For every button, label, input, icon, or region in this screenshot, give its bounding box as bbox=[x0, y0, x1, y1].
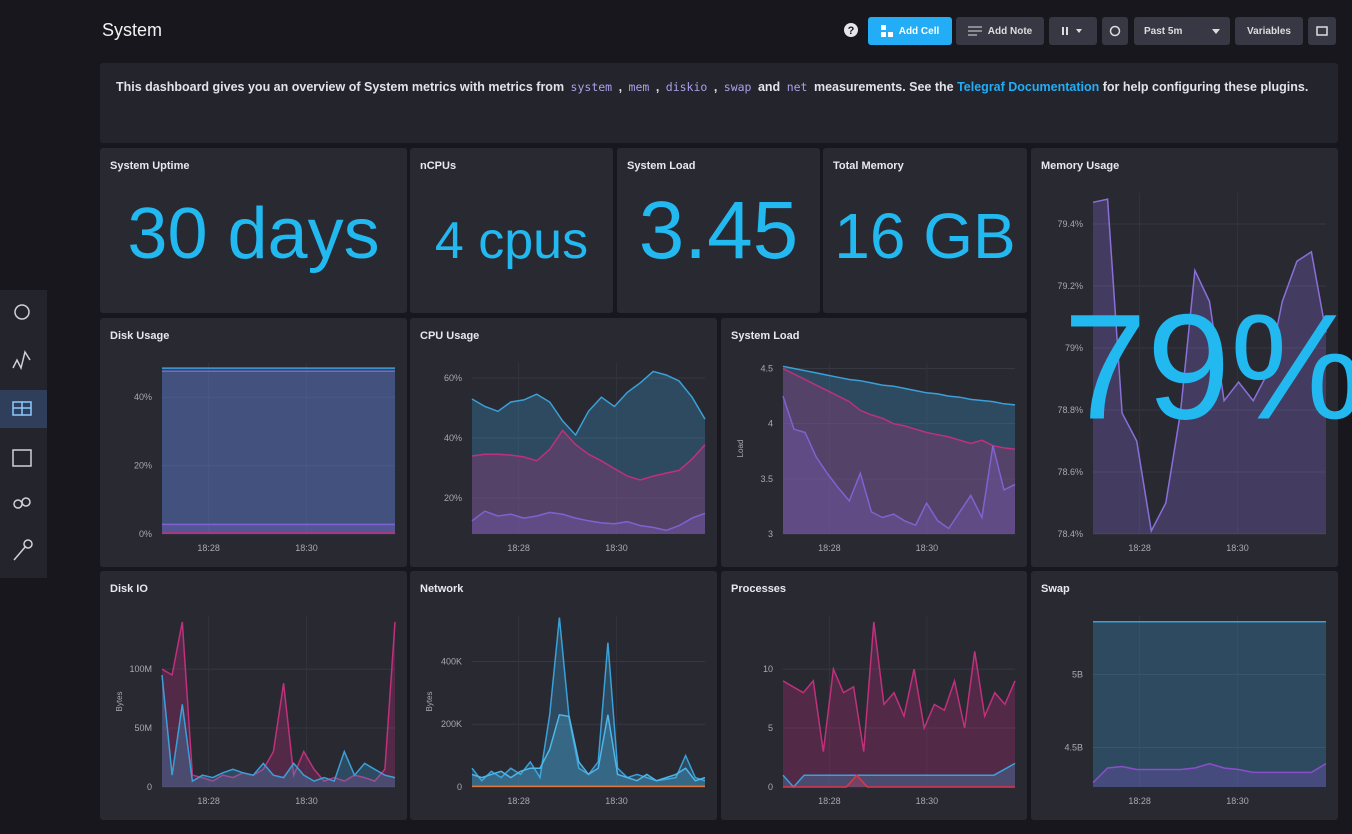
panel-title: Disk IO bbox=[110, 583, 148, 595]
panel-title: System Load bbox=[627, 160, 695, 172]
y-tick-label: 40% bbox=[444, 433, 462, 443]
stat-value: 16 GB bbox=[834, 200, 1015, 272]
stat-overlay: 79% bbox=[1063, 283, 1352, 451]
panel-title: Network bbox=[420, 583, 464, 595]
x-tick-label: 18:30 bbox=[295, 796, 318, 806]
x-tick-label: 18:30 bbox=[916, 543, 939, 553]
x-tick-label: 18:30 bbox=[916, 796, 939, 806]
y-tick-label: 0% bbox=[139, 529, 152, 539]
x-tick-label: 18:28 bbox=[1128, 796, 1151, 806]
x-tick-label: 18:28 bbox=[818, 543, 841, 553]
stat-value: 3.45 bbox=[639, 185, 799, 276]
panel: Total Memory 16 GB bbox=[823, 148, 1027, 313]
y-tick-label: 0 bbox=[457, 782, 462, 792]
y-tick-label: 40% bbox=[134, 392, 152, 402]
panel: Disk Usage 0% 20% 40% 18:28 18:30 bbox=[100, 318, 407, 567]
y-tick-label: 400K bbox=[441, 656, 462, 666]
panel: System Load 3.45 bbox=[617, 148, 820, 313]
y-tick-label: 0 bbox=[768, 782, 773, 792]
panel: System Uptime 30 days bbox=[100, 148, 407, 313]
panel-title: Swap bbox=[1041, 583, 1070, 595]
y-tick-label: 4.5B bbox=[1064, 743, 1083, 753]
x-tick-label: 18:30 bbox=[605, 543, 628, 553]
panel: Network 0 200K 400K 18:28 18:30 Bytes bbox=[410, 571, 717, 820]
y-tick-label: 60% bbox=[444, 373, 462, 383]
x-tick-label: 18:28 bbox=[507, 543, 530, 553]
y-axis-label: Load bbox=[736, 440, 745, 458]
x-tick-label: 18:28 bbox=[197, 796, 220, 806]
panel-title: System Load bbox=[731, 330, 799, 342]
panel-title: Memory Usage bbox=[1041, 160, 1119, 172]
panel-title: Processes bbox=[731, 583, 786, 595]
panel: Swap 4.5B 5B 18:28 18:30 bbox=[1031, 571, 1338, 820]
x-tick-label: 18:28 bbox=[197, 543, 220, 553]
y-tick-label: 50M bbox=[134, 723, 152, 733]
y-tick-label: 4.5 bbox=[760, 364, 773, 374]
y-tick-label: 20% bbox=[134, 461, 152, 471]
y-tick-label: 3.5 bbox=[760, 474, 773, 484]
y-axis-label: Bytes bbox=[115, 691, 124, 711]
series-area bbox=[162, 371, 395, 534]
y-tick-label: 10 bbox=[763, 664, 773, 674]
x-tick-label: 18:28 bbox=[507, 796, 530, 806]
y-tick-label: 200K bbox=[441, 719, 462, 729]
panel: nCPUs 4 cpus bbox=[410, 148, 613, 313]
y-tick-label: 20% bbox=[444, 493, 462, 503]
y-tick-label: 78.6% bbox=[1057, 467, 1083, 477]
panel: Processes 0 5 10 18:28 18:30 bbox=[721, 571, 1027, 820]
y-tick-label: 4 bbox=[768, 419, 773, 429]
x-tick-label: 18:28 bbox=[818, 796, 841, 806]
panel-title: Total Memory bbox=[833, 160, 905, 172]
panel: Memory Usage78.4%78.6%78.8%79%79.2%79.4%… bbox=[1031, 148, 1352, 567]
x-tick-label: 18:30 bbox=[1226, 796, 1249, 806]
x-tick-label: 18:30 bbox=[1226, 543, 1249, 553]
series-area bbox=[1093, 622, 1326, 787]
x-tick-label: 18:28 bbox=[1128, 543, 1151, 553]
y-tick-label: 100M bbox=[129, 664, 152, 674]
panel-title: CPU Usage bbox=[420, 330, 479, 342]
y-tick-label: 78.4% bbox=[1057, 529, 1083, 539]
stat-value: 4 cpus bbox=[435, 212, 588, 270]
y-tick-label: 79.4% bbox=[1057, 219, 1083, 229]
x-tick-label: 18:30 bbox=[605, 796, 628, 806]
y-tick-label: 5B bbox=[1072, 669, 1083, 679]
panel-title: nCPUs bbox=[420, 160, 456, 172]
y-tick-label: 3 bbox=[768, 529, 773, 539]
panel: System Load 3 3.5 4 4.5 18:28 18:30 Load bbox=[721, 318, 1027, 567]
panel-title: System Uptime bbox=[110, 160, 189, 172]
panel-title: Disk Usage bbox=[110, 330, 169, 342]
panel: CPU Usage 20% 40% 60% 18:28 18:30 bbox=[410, 318, 717, 567]
y-tick-label: 0 bbox=[147, 782, 152, 792]
x-tick-label: 18:30 bbox=[295, 543, 318, 553]
stat-value: 30 days bbox=[127, 194, 379, 274]
y-tick-label: 5 bbox=[768, 723, 773, 733]
panel: Disk IO 0 50M 100M 18:28 18:30 Bytes bbox=[100, 571, 407, 820]
y-axis-label: Bytes bbox=[425, 691, 434, 711]
